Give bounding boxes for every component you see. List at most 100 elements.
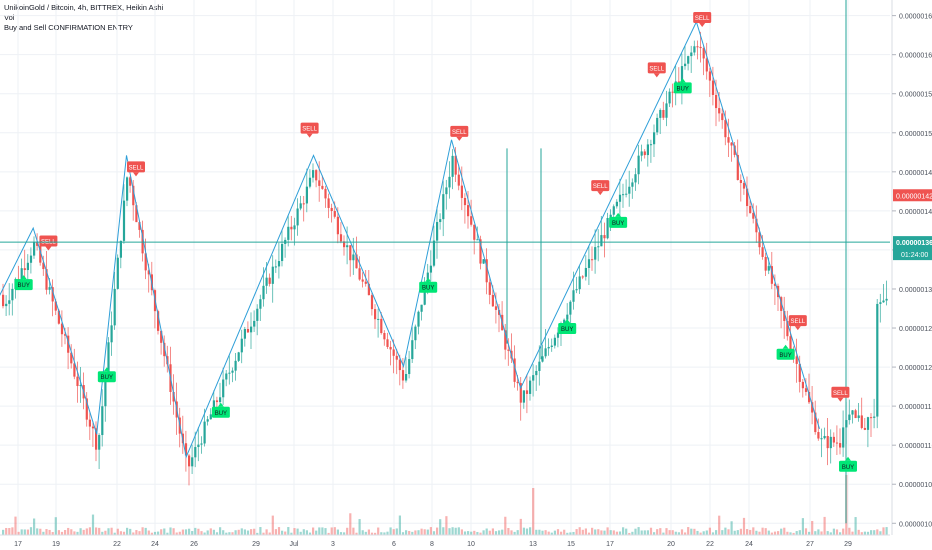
volume-bar: [349, 513, 352, 535]
volume-bar: [42, 531, 45, 535]
candle-body: [668, 91, 671, 104]
candle-body: [191, 457, 194, 467]
candle-body: [808, 391, 811, 403]
volume-bar: [460, 529, 463, 535]
volume-bar: [457, 527, 460, 535]
candle-body: [488, 282, 491, 295]
candle-body: [615, 201, 618, 207]
volume-bar: [194, 527, 197, 535]
candle-body: [271, 266, 274, 284]
volume-bar: [609, 530, 612, 535]
volume-bar: [293, 528, 296, 535]
sell-signal-marker: SELL: [127, 161, 145, 177]
volume-bar: [181, 529, 184, 535]
volume-bar: [529, 527, 532, 535]
candle-body: [290, 226, 293, 230]
volume-bar: [429, 527, 432, 535]
axis-tick-label: 0.00000155: [899, 92, 932, 99]
candle-body: [755, 218, 758, 233]
candle-body: [389, 346, 392, 350]
volume-bar: [401, 532, 405, 535]
volume-bar: [222, 530, 225, 535]
volume-bar: [172, 528, 175, 535]
candle-body: [665, 103, 668, 118]
candle-body: [312, 170, 315, 178]
volume-bar: [553, 530, 556, 535]
candle-body: [42, 262, 45, 270]
volume-bar: [250, 529, 253, 535]
volume-bar: [315, 530, 318, 535]
candle-body: [535, 370, 538, 376]
volume-bar: [246, 530, 250, 535]
volume-bar: [625, 528, 628, 535]
candle-body: [237, 352, 240, 361]
candle-body: [761, 247, 764, 257]
candle-body: [851, 410, 854, 415]
candle-body: [448, 176, 451, 188]
candle-body: [392, 349, 395, 356]
volume-indicator-label[interactable]: Vol: [4, 13, 15, 22]
candle-body: [417, 311, 420, 327]
buy-arrow: [615, 212, 622, 217]
volume-bar: [569, 532, 572, 535]
candle-body: [882, 300, 885, 303]
candle-body: [724, 120, 727, 138]
volume-bar: [426, 529, 429, 535]
volume-bar: [451, 527, 454, 535]
volume-bar: [476, 531, 479, 535]
volume-bar: [525, 528, 529, 535]
volume-bar: [383, 532, 386, 535]
candle-body: [470, 216, 473, 225]
candle-body: [157, 311, 160, 331]
candle-body: [653, 132, 656, 145]
volume-bar: [2, 529, 5, 535]
candle-body: [250, 326, 253, 333]
buy-label-text: BUY: [18, 283, 30, 289]
candle-body: [835, 442, 839, 444]
candle-body: [240, 338, 243, 353]
candle-body: [618, 194, 622, 202]
confirmation-indicator-label[interactable]: Buy and Sell CONFIRMATION ENTRY: [4, 23, 133, 32]
candle-body: [699, 46, 702, 49]
buy-label-box: [673, 82, 692, 94]
candle-body: [20, 268, 23, 280]
candle-body: [587, 259, 591, 268]
buy-signal-marker: BUY: [14, 275, 33, 291]
candle-body: [299, 203, 302, 209]
candle-body: [445, 187, 448, 195]
candle-body: [479, 239, 482, 264]
volume-bar: [5, 527, 8, 535]
volume-bar: [572, 531, 575, 535]
volume-bar: [85, 528, 88, 535]
candle-body: [104, 377, 107, 407]
candle-body: [866, 417, 870, 430]
volume-bar: [234, 530, 237, 535]
candle-body: [45, 269, 48, 290]
volume-bar: [253, 528, 256, 535]
candle-body: [88, 419, 91, 427]
candle-body: [129, 177, 132, 186]
buy-label-text: BUY: [779, 353, 791, 359]
volume-bar: [132, 532, 135, 535]
sell-label-box: [591, 180, 610, 192]
buy-label-box: [776, 348, 795, 360]
symbol-title[interactable]: UnikoinGold / Bitcoin, 4h, BITTREX, Heik…: [4, 3, 164, 12]
candle-body: [516, 381, 519, 384]
volume-bar: [20, 529, 23, 535]
volume-bar: [51, 532, 54, 535]
volume-bar: [584, 528, 587, 535]
candle-body: [101, 406, 104, 436]
buy-arrow: [20, 275, 27, 280]
volume-bar: [522, 527, 525, 535]
volume-bar: [184, 529, 188, 535]
time-tick-label: 15: [567, 541, 575, 548]
volume-bar: [587, 532, 591, 535]
volume-bar: [129, 528, 132, 535]
axis-tick-label: 0.00000125: [899, 326, 932, 333]
sell-signal-marker: SELL: [300, 122, 319, 138]
candle-body: [786, 320, 789, 337]
candle-body: [265, 277, 268, 286]
volume-bar: [39, 528, 42, 535]
candle-body: [739, 180, 742, 183]
